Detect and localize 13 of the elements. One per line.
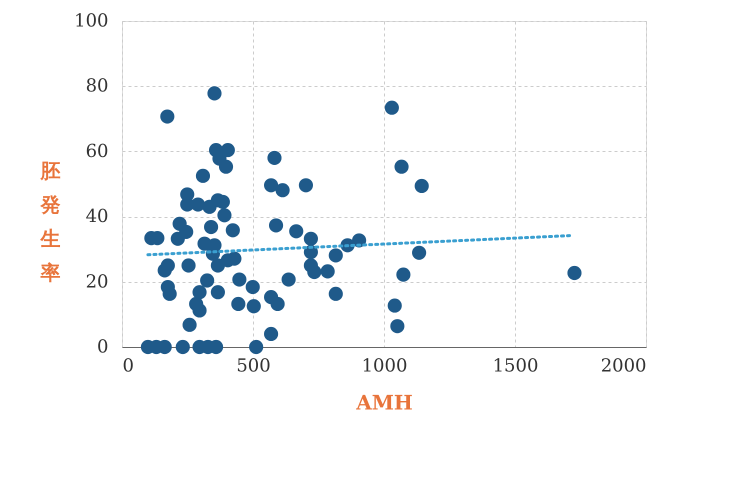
y-tick-label: 80 (86, 76, 108, 97)
x-tick-label: 2000 (600, 356, 646, 376)
x-axis-title: AMH (355, 390, 413, 414)
x-tick-label: 1000 (362, 356, 408, 376)
y-axis-title: 胚発生率 (40, 158, 60, 284)
x-tick-label: 1500 (492, 356, 538, 376)
y-tick-label: 100 (74, 10, 108, 32)
y-tick-label: 40 (86, 206, 108, 228)
y-tick-label: 0 (97, 336, 108, 358)
x-tick-label: 500 (236, 356, 271, 376)
y-tick-label: 20 (86, 271, 108, 292)
x-tick-label: 0 (122, 356, 134, 376)
y-tick-label: 60 (86, 140, 108, 162)
